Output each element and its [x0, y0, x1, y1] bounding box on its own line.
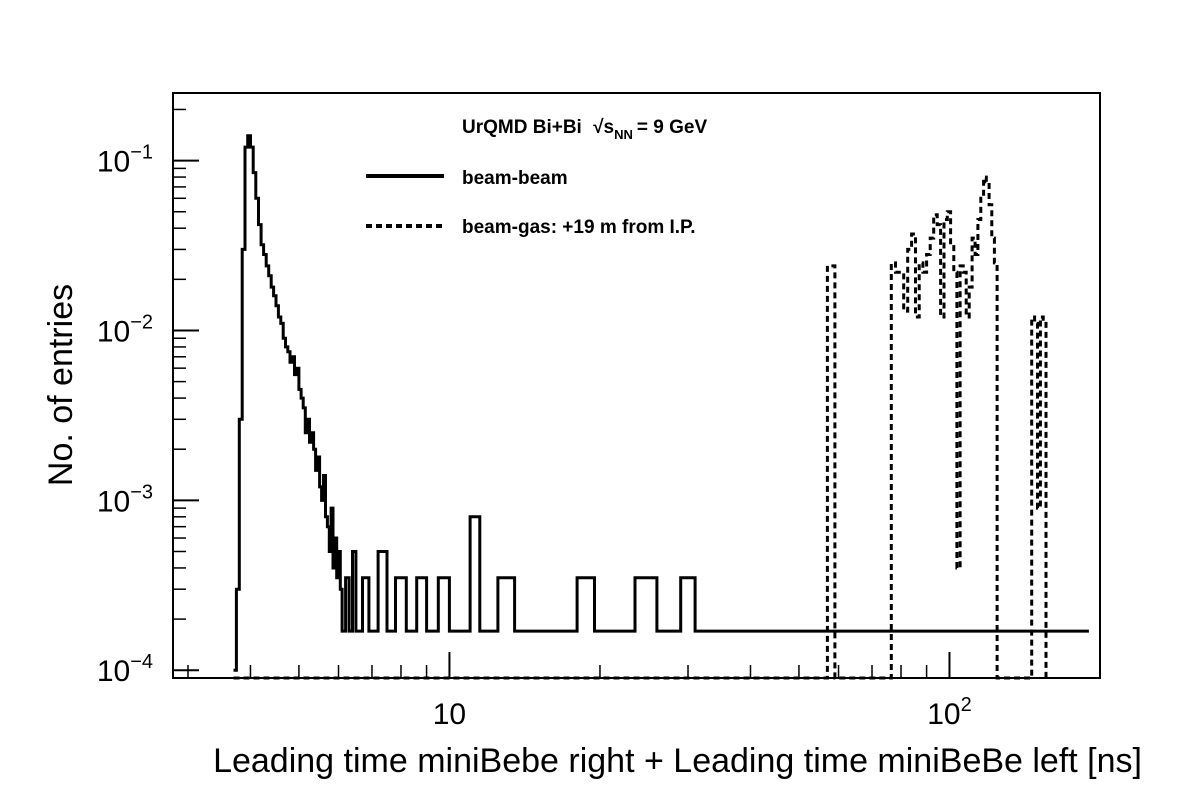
y-tick-label: 10−3: [97, 481, 153, 518]
x-tick-label: 10: [433, 698, 466, 731]
annotation-title: UrQMD Bi+Bi √sNN = 9 GeV: [462, 117, 707, 142]
axis-layer: 10−1 10−2 10−3 10−4 10 102: [97, 108, 1101, 731]
y-axis-title: No. of entries: [42, 284, 80, 486]
series-layer: [233, 134, 1089, 680]
sqrt-symbol: √: [593, 117, 604, 138]
y-tick-label: 10−2: [97, 311, 153, 348]
y-tick-label: 10−4: [97, 651, 153, 688]
series-beam-beam-line: [233, 134, 1089, 672]
x-axis-title: Leading time miniBebe right + Leading ti…: [213, 742, 1142, 780]
legend: UrQMD Bi+Bi √sNN = 9 GeV beam-beam beam-g…: [366, 117, 707, 238]
y-tick-label: 10−1: [97, 142, 153, 179]
legend-label-beam-beam: beam-beam: [462, 168, 568, 189]
legend-label-beam-gas: beam-gas: +19 m from I.P.: [462, 217, 696, 238]
x-tick-label: 102: [927, 694, 972, 731]
